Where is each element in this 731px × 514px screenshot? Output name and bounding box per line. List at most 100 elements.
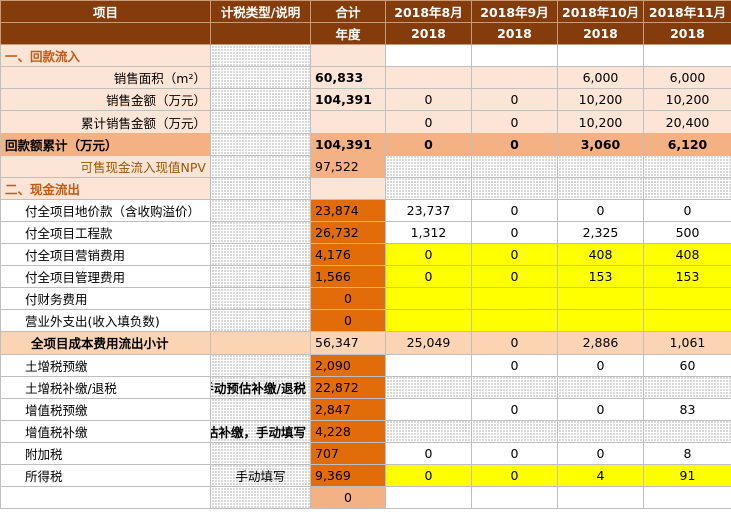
header-cell[interactable]: 2018 — [557, 22, 644, 46]
note-cell[interactable]: 手动预估补缴/退税 — [210, 375, 311, 399]
total-cell[interactable]: 2,847 — [310, 397, 386, 421]
value-cell[interactable] — [471, 154, 558, 178]
value-cell[interactable]: 500 — [643, 220, 731, 245]
value-cell[interactable]: 0 — [471, 441, 558, 465]
value-cell[interactable]: 0 — [471, 463, 558, 488]
value-cell[interactable]: 0 — [643, 198, 731, 222]
total-cell[interactable]: 22,872 — [310, 375, 386, 399]
value-cell[interactable] — [385, 375, 472, 399]
value-cell[interactable] — [385, 419, 472, 443]
value-cell[interactable]: 25,049 — [385, 331, 472, 355]
value-cell[interactable] — [385, 353, 472, 377]
row-label[interactable]: 累计销售金额（万元） — [0, 110, 211, 134]
row-label[interactable]: 销售金额（万元） — [0, 88, 211, 112]
value-cell[interactable]: 6,000 — [557, 66, 644, 90]
value-cell[interactable]: 1,312 — [385, 220, 472, 245]
value-cell[interactable] — [643, 44, 731, 68]
total-cell[interactable]: 104,391 — [310, 88, 386, 112]
note-cell[interactable] — [210, 44, 311, 68]
value-cell[interactable]: 0 — [385, 441, 472, 465]
value-cell[interactable] — [471, 419, 558, 443]
value-cell[interactable] — [643, 375, 731, 399]
value-cell[interactable]: 0 — [471, 198, 558, 222]
value-cell[interactable] — [385, 287, 472, 311]
value-cell[interactable]: 0 — [471, 331, 558, 355]
header-cell[interactable]: 2018年10月 — [557, 0, 644, 24]
value-cell[interactable]: 0 — [471, 397, 558, 421]
row-label[interactable]: 全项目成本费用流出小计 — [0, 331, 211, 355]
header-cell[interactable]: 2018年9月 — [471, 0, 558, 24]
section-heading[interactable]: 一、回款流入 — [0, 44, 211, 68]
value-cell[interactable] — [557, 287, 644, 311]
value-cell[interactable]: 0 — [471, 353, 558, 377]
row-label[interactable]: 土增税补缴/退税 — [0, 375, 211, 399]
value-cell[interactable] — [385, 486, 472, 510]
value-cell[interactable] — [385, 66, 472, 90]
value-cell[interactable]: 0 — [471, 132, 558, 156]
total-cell[interactable]: 97,522 — [310, 154, 386, 178]
total-cell[interactable]: 56,347 — [310, 331, 386, 355]
total-cell[interactable]: 2,090 — [310, 353, 386, 377]
value-cell[interactable]: 60 — [643, 353, 731, 377]
value-cell[interactable]: 91 — [643, 463, 731, 488]
value-cell[interactable]: 6,120 — [643, 132, 731, 156]
value-cell[interactable]: 0 — [385, 110, 472, 134]
row-label[interactable]: 增值税补缴 — [0, 419, 211, 443]
value-cell[interactable]: 0 — [471, 88, 558, 112]
value-cell[interactable] — [471, 287, 558, 311]
section-heading[interactable]: 二、现金流出 — [0, 176, 211, 200]
total-cell[interactable]: 707 — [310, 441, 386, 465]
note-cell[interactable] — [210, 176, 311, 200]
header-cell[interactable]: 年度 — [310, 22, 386, 46]
value-cell[interactable] — [643, 309, 731, 333]
value-cell[interactable]: 8 — [643, 441, 731, 465]
note-cell[interactable] — [210, 309, 311, 333]
value-cell[interactable] — [385, 176, 472, 200]
value-cell[interactable]: 0 — [471, 265, 558, 289]
value-cell[interactable] — [471, 44, 558, 68]
total-cell[interactable] — [310, 110, 386, 134]
total-cell[interactable]: 0 — [310, 486, 386, 510]
note-cell[interactable] — [210, 243, 311, 267]
value-cell[interactable] — [557, 154, 644, 178]
total-cell[interactable]: 9,369 — [310, 463, 386, 488]
header-cell[interactable]: 2018 — [643, 22, 731, 46]
value-cell[interactable]: 0 — [557, 353, 644, 377]
header-cell[interactable]: 项目 — [0, 0, 211, 24]
value-cell[interactable] — [471, 309, 558, 333]
value-cell[interactable] — [385, 309, 472, 333]
total-cell[interactable]: 1,566 — [310, 265, 386, 289]
row-label[interactable]: 所得税 — [0, 463, 211, 488]
value-cell[interactable] — [385, 154, 472, 178]
value-cell[interactable]: 23,737 — [385, 198, 472, 222]
header-cell[interactable] — [210, 22, 311, 46]
total-cell[interactable]: 0 — [310, 309, 386, 333]
total-cell[interactable]: 26,732 — [310, 220, 386, 245]
row-label[interactable]: 销售面积（m²） — [0, 66, 211, 90]
row-label[interactable]: 土增税预缴 — [0, 353, 211, 377]
value-cell[interactable] — [471, 66, 558, 90]
value-cell[interactable]: 0 — [471, 243, 558, 267]
note-cell[interactable] — [210, 265, 311, 289]
row-label[interactable]: 付财务费用 — [0, 287, 211, 311]
total-cell[interactable]: 23,874 — [310, 198, 386, 222]
value-cell[interactable]: 0 — [385, 88, 472, 112]
note-cell[interactable] — [210, 353, 311, 377]
total-cell[interactable]: 0 — [310, 287, 386, 311]
note-cell[interactable] — [210, 198, 311, 222]
value-cell[interactable]: 0 — [471, 110, 558, 134]
row-label[interactable]: 付全项目工程款 — [0, 220, 211, 245]
note-cell[interactable] — [210, 220, 311, 245]
value-cell[interactable] — [557, 176, 644, 200]
note-cell[interactable] — [210, 287, 311, 311]
value-cell[interactable]: 153 — [643, 265, 731, 289]
note-cell[interactable]: 预估补缴，手动填写 — [210, 419, 311, 443]
value-cell[interactable] — [557, 419, 644, 443]
note-cell[interactable] — [210, 66, 311, 90]
value-cell[interactable]: 0 — [385, 243, 472, 267]
value-cell[interactable] — [557, 486, 644, 510]
value-cell[interactable]: 0 — [385, 265, 472, 289]
note-cell[interactable] — [210, 486, 311, 510]
note-cell[interactable] — [210, 154, 311, 178]
value-cell[interactable]: 0 — [385, 463, 472, 488]
